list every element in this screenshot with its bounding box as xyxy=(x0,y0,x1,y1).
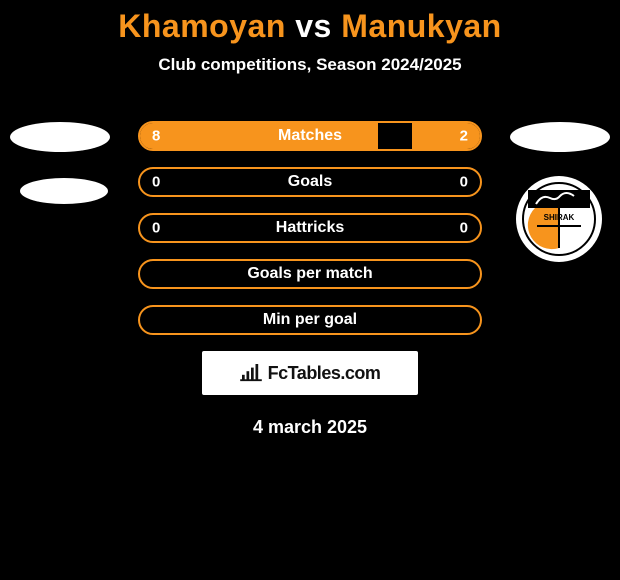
fill-left xyxy=(140,123,378,149)
value-right: 0 xyxy=(460,174,468,191)
player1-name: Khamoyan xyxy=(118,8,286,44)
value-right: 2 xyxy=(460,128,468,145)
stat-label: Goals per match xyxy=(247,265,372,283)
stat-label: Hattricks xyxy=(276,219,344,237)
value-left: 0 xyxy=(152,220,160,237)
stat-bar-matches: 8 2 Matches xyxy=(138,121,482,151)
shirak-badge-icon: SHIRAK xyxy=(522,182,596,256)
value-right: 0 xyxy=(460,220,468,237)
brand-text: FcTables.com xyxy=(268,363,381,384)
brand-box: FcTables.com xyxy=(202,351,418,395)
club-badge: SHIRAK xyxy=(516,176,602,262)
stat-bar-goals: 0 0 Goals xyxy=(138,167,482,197)
stat-label: Matches xyxy=(278,127,342,145)
player2-name: Manukyan xyxy=(341,8,501,44)
left-placeholder-1 xyxy=(10,122,110,152)
subtitle: Club competitions, Season 2024/2025 xyxy=(0,55,620,75)
page-title: Khamoyan vs Manukyan xyxy=(0,8,620,45)
svg-text:SHIRAK: SHIRAK xyxy=(544,213,575,222)
value-left: 8 xyxy=(152,128,160,145)
stat-bar-hattricks: 0 0 Hattricks xyxy=(138,213,482,243)
right-placeholder-1 xyxy=(510,122,610,152)
stat-bars: 8 2 Matches 0 0 Goals 0 0 Hattricks Goals per mat… xyxy=(138,121,482,335)
bar-chart-icon xyxy=(240,364,262,382)
value-left: 0 xyxy=(152,174,160,191)
left-placeholder-2 xyxy=(20,178,108,204)
stat-bar-min-per-goal: Min per goal xyxy=(138,305,482,335)
date-text: 4 march 2025 xyxy=(0,417,620,438)
stat-bar-goals-per-match: Goals per match xyxy=(138,259,482,289)
stat-label: Min per goal xyxy=(263,311,357,329)
vs-text: vs xyxy=(295,8,332,44)
stat-label: Goals xyxy=(288,173,332,191)
fill-right xyxy=(412,123,480,149)
